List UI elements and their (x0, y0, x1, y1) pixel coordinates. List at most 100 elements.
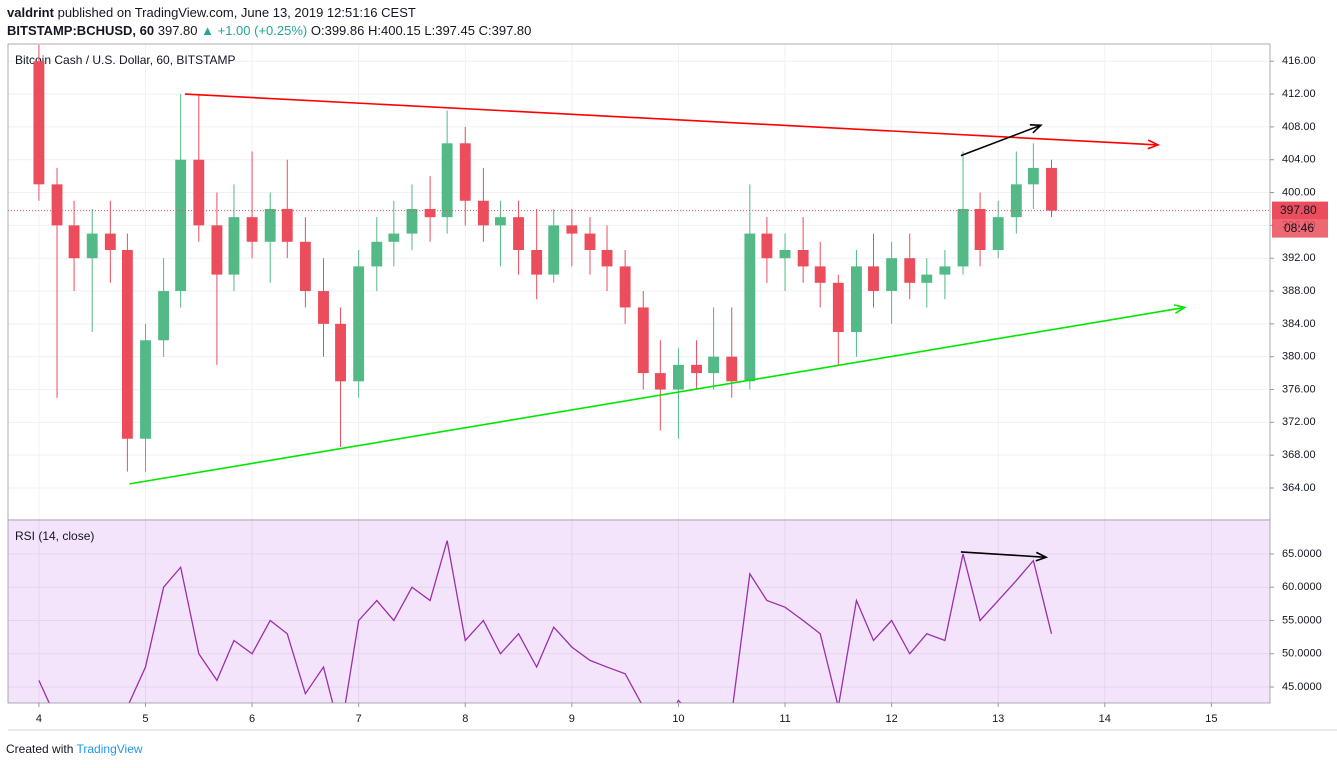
candle-body (708, 356, 720, 374)
y-tick-label: 388.00 (1282, 285, 1316, 297)
close: C:397.80 (478, 23, 532, 38)
candle-body (264, 208, 276, 242)
x-tick-label: 9 (569, 713, 575, 725)
y-tick-label: 45.0000 (1282, 681, 1322, 693)
trendline (129, 306, 1185, 485)
candle-body (68, 225, 80, 259)
candle-body (86, 233, 98, 259)
y-tick-label: 380.00 (1282, 351, 1316, 363)
countdown-label: 08:46 (1284, 221, 1314, 235)
candle-body (51, 184, 63, 226)
pane-frame (7, 519, 1271, 704)
x-tick-label: 8 (462, 713, 468, 725)
candle-body (441, 143, 453, 218)
y-tick-label: 412.00 (1282, 88, 1316, 100)
y-tick-label: 372.00 (1282, 416, 1316, 428)
trendline-arrowhead (1173, 304, 1187, 315)
trendline (960, 551, 1047, 559)
y-tick-label: 376.00 (1282, 383, 1316, 395)
x-tick-label: 10 (672, 713, 684, 725)
candle-body (175, 159, 187, 292)
candle-body (318, 291, 329, 324)
candle-body (513, 217, 524, 250)
candle-body (353, 266, 365, 382)
candle-body (886, 258, 898, 292)
candle-body (744, 233, 756, 382)
x-tick-label: 12 (885, 713, 897, 725)
trendline-arrowhead (1147, 139, 1161, 150)
footer-brand: TradingView (76, 742, 143, 756)
candle-body (584, 233, 596, 250)
candle-body (797, 249, 809, 267)
candle-body (211, 225, 223, 275)
candle-body (814, 266, 826, 283)
high: H:400.15 (367, 23, 421, 38)
trendline (960, 124, 1042, 157)
candle-body (637, 307, 649, 374)
header-line-1: valdrint published on TradingView.com, J… (7, 4, 531, 22)
candle-body (548, 225, 560, 275)
candle-body (371, 241, 383, 267)
candle-body (121, 249, 133, 439)
chart: 364.00 368.00 372.00 376.00 380.00 384.00 388.… (7, 43, 1337, 731)
y-tick-label: 368.00 (1282, 449, 1316, 461)
footer: Created with TradingView (6, 742, 143, 756)
x-tick-label: 4 (36, 713, 42, 725)
candle-body (477, 200, 489, 226)
rsi-line (38, 540, 1053, 703)
candle-body (158, 291, 170, 341)
y-tick-label: 416.00 (1282, 55, 1316, 67)
y-tick-label: 50.0000 (1282, 648, 1322, 660)
low: L:397.45 (424, 23, 475, 38)
countdown-box (1272, 219, 1328, 238)
open: O:399.86 (310, 23, 365, 38)
candle-body (619, 266, 631, 308)
candle-body (424, 208, 436, 218)
candle-body (921, 274, 933, 283)
candle-body (957, 208, 969, 267)
candle-body (406, 208, 418, 234)
candle-body (388, 233, 400, 242)
trendline-arrowhead (1035, 551, 1049, 562)
candle-body (691, 364, 702, 374)
candle-body (531, 249, 543, 275)
candle-body (726, 356, 738, 382)
x-tick-label: 7 (356, 713, 362, 725)
pane-title: Bitcoin Cash / U.S. Dollar, 60, BITSTAMP (15, 53, 236, 67)
candle-body (654, 373, 666, 390)
candle-body (335, 323, 346, 382)
plot-area (33, 44, 1057, 472)
candle-body (228, 217, 240, 275)
candle-body (761, 233, 773, 259)
last: 397.80 (157, 23, 198, 38)
candle-body (193, 159, 205, 226)
candle-body (1027, 167, 1039, 185)
header: valdrint published on TradingView.com, J… (7, 4, 531, 40)
candle-body (33, 61, 45, 185)
footer-prefix: Created with (6, 742, 74, 756)
pane-background (8, 520, 1270, 703)
candle-body (904, 258, 916, 283)
y-tick-label: 65.0000 (1282, 548, 1322, 560)
x-tick-label: 15 (1205, 713, 1217, 725)
x-tick-label: 14 (1099, 713, 1111, 725)
candle-body (281, 208, 293, 242)
trendline-arrowhead (1029, 124, 1043, 134)
y-tick-label: 408.00 (1282, 121, 1316, 133)
candle-body (832, 282, 844, 333)
candle-body (494, 217, 506, 226)
y-tick-label: 55.0000 (1282, 614, 1322, 626)
header-line-2: BITSTAMP:BCHUSD, 60 397.80 ▲ +1.00 (+0.2… (7, 22, 531, 40)
trendline (184, 93, 1159, 146)
last-price-label: 397.80 (1280, 203, 1317, 217)
y-tick-label: 384.00 (1282, 318, 1316, 330)
candle-body (851, 266, 862, 333)
published: published on TradingView.com, June 13, 2… (57, 5, 416, 20)
candle-body (246, 217, 258, 242)
candle-body (868, 266, 879, 292)
plot-area (38, 540, 1053, 703)
x-tick-label: 11 (779, 713, 790, 725)
pane-frame (7, 43, 1271, 521)
y-tick-label: 364.00 (1282, 482, 1316, 494)
